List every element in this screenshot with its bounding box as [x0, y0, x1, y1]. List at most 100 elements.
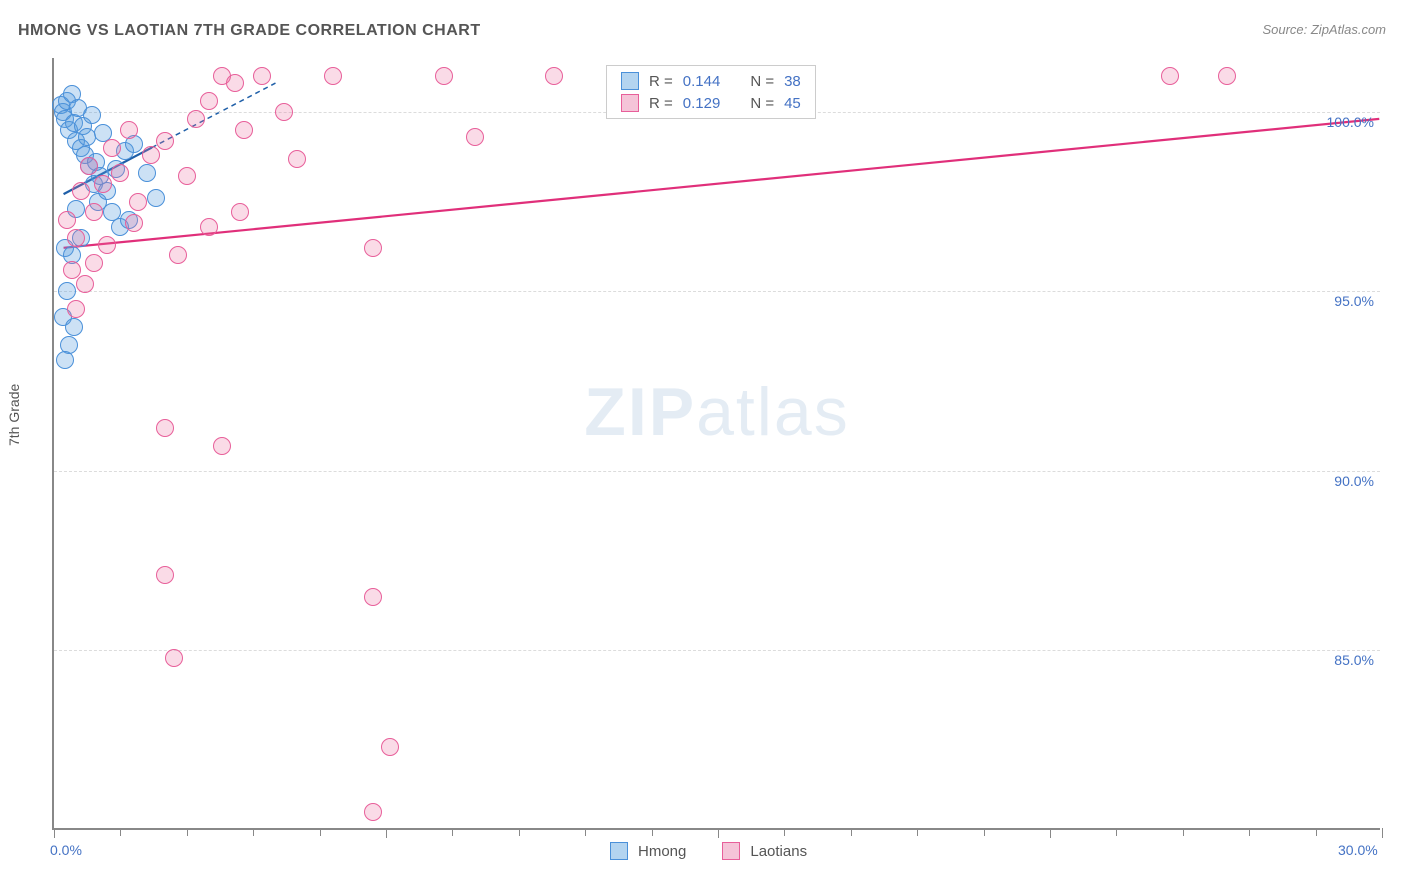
marker-laotians	[165, 649, 183, 667]
marker-laotians	[94, 175, 112, 193]
xtick-minor	[917, 828, 918, 836]
xtick-minor	[452, 828, 453, 836]
marker-laotians	[364, 588, 382, 606]
marker-laotians	[120, 121, 138, 139]
gridline	[54, 471, 1380, 472]
marker-laotians	[275, 103, 293, 121]
swatch-laotians	[621, 94, 639, 112]
marker-laotians	[381, 738, 399, 756]
marker-laotians	[288, 150, 306, 168]
marker-hmong	[138, 164, 156, 182]
stats-legend-row-hmong: R = 0.144 N = 38	[621, 72, 801, 90]
marker-hmong	[65, 318, 83, 336]
series-legend: Hmong Laotians	[610, 842, 807, 860]
stats-legend-row-laotians: R = 0.129 N = 45	[621, 94, 801, 112]
marker-laotians	[364, 239, 382, 257]
swatch-hmong	[621, 72, 639, 90]
chart-title: HMONG VS LAOTIAN 7TH GRADE CORRELATION C…	[18, 22, 481, 40]
marker-laotians	[178, 167, 196, 185]
marker-laotians	[200, 218, 218, 236]
marker-hmong	[147, 189, 165, 207]
xtick-minor	[320, 828, 321, 836]
xtick-major	[54, 828, 55, 838]
xtick-minor	[652, 828, 653, 836]
chart-container: HMONG VS LAOTIAN 7TH GRADE CORRELATION C…	[10, 10, 1396, 882]
r-label: R =	[649, 73, 673, 90]
stats-legend: R = 0.144 N = 38 R = 0.129 N = 45	[606, 65, 816, 119]
xtick-minor	[984, 828, 985, 836]
ytick-label: 95.0%	[1334, 293, 1374, 309]
marker-laotians	[187, 110, 205, 128]
xtick-minor	[519, 828, 520, 836]
ytick-label: 100.0%	[1327, 114, 1374, 130]
marker-laotians	[364, 803, 382, 821]
xtick-minor	[1183, 828, 1184, 836]
marker-hmong	[83, 106, 101, 124]
marker-hmong	[56, 351, 74, 369]
marker-laotians	[253, 67, 271, 85]
marker-hmong	[58, 282, 76, 300]
marker-laotians	[1218, 67, 1236, 85]
marker-laotians	[85, 254, 103, 272]
trendline-laotians	[64, 119, 1380, 248]
marker-laotians	[67, 300, 85, 318]
marker-laotians	[169, 246, 187, 264]
marker-laotians	[76, 275, 94, 293]
xtick-major	[718, 828, 719, 838]
xtick-minor	[187, 828, 188, 836]
swatch-laotians-bottom	[722, 842, 740, 860]
marker-laotians	[156, 419, 174, 437]
xtick-major	[386, 828, 387, 838]
marker-laotians	[1161, 67, 1179, 85]
xtick-minor	[1249, 828, 1250, 836]
xtick-minor	[120, 828, 121, 836]
marker-laotians	[435, 67, 453, 85]
xtick-major	[1050, 828, 1051, 838]
marker-laotians	[142, 146, 160, 164]
source-label: Source: ZipAtlas.com	[1262, 22, 1386, 37]
marker-laotians	[231, 203, 249, 221]
n-label: N =	[750, 95, 774, 112]
marker-laotians	[466, 128, 484, 146]
plot-area: ZIPatlas 85.0%90.0%95.0%100.0%0.0%30.0%	[52, 58, 1380, 830]
xtick-minor	[585, 828, 586, 836]
marker-laotians	[213, 437, 231, 455]
legend-label-hmong: Hmong	[638, 843, 686, 860]
xtick-major	[1382, 828, 1383, 838]
marker-laotians	[200, 92, 218, 110]
r-value-hmong: 0.144	[683, 73, 721, 90]
y-axis-label: 7th Grade	[6, 384, 22, 446]
legend-label-laotians: Laotians	[750, 843, 807, 860]
gridline	[54, 650, 1380, 651]
n-label: N =	[750, 73, 774, 90]
marker-laotians	[98, 236, 116, 254]
marker-laotians	[125, 214, 143, 232]
xtick-minor	[1316, 828, 1317, 836]
marker-laotians	[80, 157, 98, 175]
gridline	[54, 291, 1380, 292]
marker-laotians	[324, 67, 342, 85]
xtick-minor	[784, 828, 785, 836]
ytick-label: 85.0%	[1334, 652, 1374, 668]
xtick-minor	[253, 828, 254, 836]
r-label: R =	[649, 95, 673, 112]
r-value-laotians: 0.129	[683, 95, 721, 112]
marker-laotians	[58, 211, 76, 229]
marker-laotians	[156, 566, 174, 584]
xtick-minor	[851, 828, 852, 836]
marker-laotians	[156, 132, 174, 150]
marker-laotians	[235, 121, 253, 139]
xtick-label: 30.0%	[1338, 842, 1378, 858]
n-value-laotians: 45	[784, 95, 801, 112]
marker-laotians	[545, 67, 563, 85]
marker-laotians	[72, 182, 90, 200]
marker-laotians	[226, 74, 244, 92]
marker-laotians	[85, 203, 103, 221]
marker-laotians	[129, 193, 147, 211]
marker-laotians	[63, 261, 81, 279]
trend-lines-svg	[54, 58, 1380, 828]
xtick-minor	[1116, 828, 1117, 836]
marker-laotians	[103, 139, 121, 157]
marker-laotians	[67, 229, 85, 247]
xtick-label: 0.0%	[50, 842, 82, 858]
